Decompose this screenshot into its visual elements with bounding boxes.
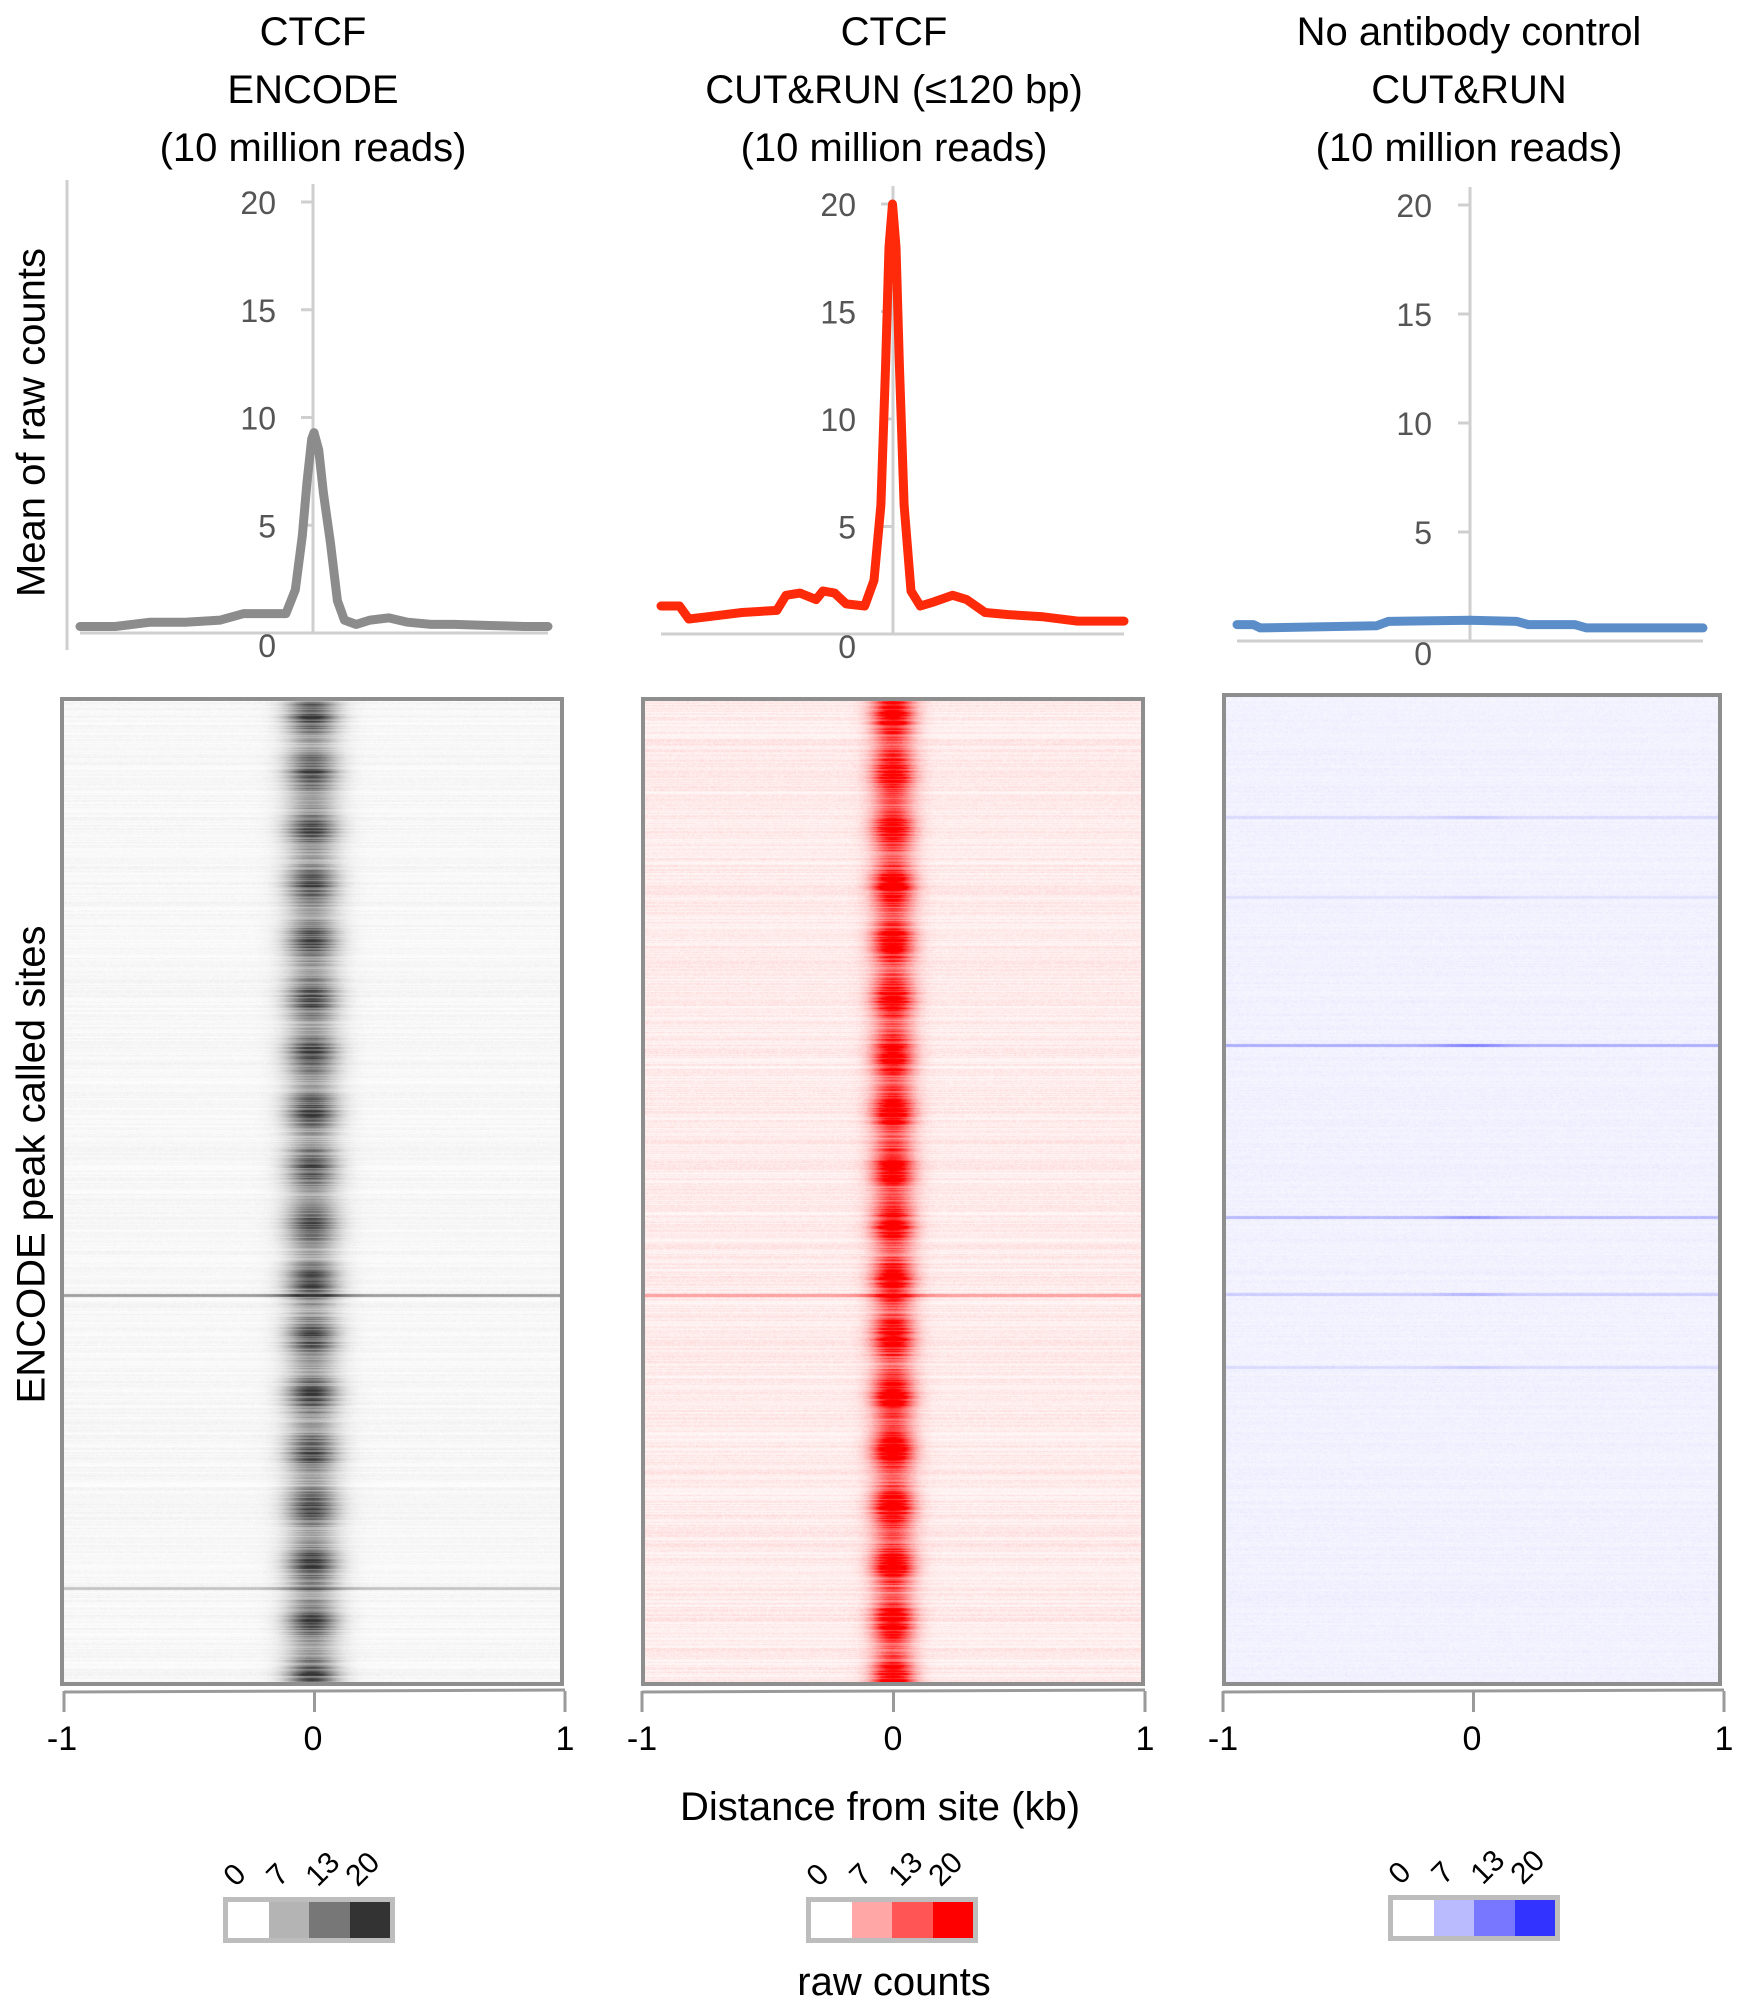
profile-line-encode: [75, 428, 553, 631]
y-tick-label: 10: [820, 402, 856, 438]
colorbar-swatch: [932, 1902, 973, 1938]
y-tick-label: 5: [1414, 515, 1432, 551]
title-line: ENCODE: [227, 68, 399, 112]
colorbar-tick-label: 7: [260, 1857, 296, 1893]
title-line: CUT&RUN (≤120 bp): [705, 68, 1083, 112]
colorbar-swatch: [811, 1902, 852, 1938]
heatmap-encode: [64, 701, 560, 1682]
colorbar-swatch: [228, 1902, 269, 1938]
title-line: CTCF: [259, 10, 367, 54]
title-line: (10 million reads): [159, 126, 467, 170]
colorbar-swatch: [1474, 1900, 1515, 1936]
colorbar-tick-label: 20: [1504, 1843, 1552, 1891]
profile-line-cutrun: [656, 199, 1129, 626]
y-tick-label: 5: [838, 510, 856, 546]
x-tick-label: 1: [1135, 1720, 1155, 1758]
x-tick-label: 0: [303, 1720, 323, 1758]
heatmap-cutrun: [645, 701, 1141, 1682]
colorbar-swatch: [268, 1902, 309, 1938]
colorbar-swatch: [309, 1902, 350, 1938]
y-tick-label: 15: [240, 293, 276, 329]
y-tick-label: 0: [258, 628, 276, 664]
panel-title-cutrun: CTCF CUT&RUN (≤120 bp) (10 million reads…: [614, 3, 1174, 177]
colorbar-tick-label: 20: [339, 1845, 387, 1893]
title-line: CUT&RUN: [1371, 68, 1567, 112]
y-tick-label: 5: [258, 508, 276, 544]
x-tick-label: 0: [883, 1720, 903, 1758]
y-tick-label: 20: [1396, 188, 1432, 224]
colorbar-noab: [1388, 1895, 1560, 1941]
panel-title-noab: No antibody control CUT&RUN (10 million …: [1189, 3, 1746, 177]
x-tick-label: -1: [626, 1720, 658, 1758]
colorbar-tick-label: 7: [1425, 1855, 1461, 1891]
y-tick-label: 20: [240, 185, 276, 221]
colorbar-swatch: [1393, 1900, 1434, 1936]
profile-line-noab: [1232, 615, 1708, 633]
heatmap-noab: [1226, 697, 1718, 1682]
y-tick-label: 15: [820, 295, 856, 331]
colorbar-swatch: [1514, 1900, 1555, 1936]
x-tick-label: 1: [1714, 1720, 1734, 1758]
title-line: No antibody control: [1296, 10, 1642, 54]
title-line: (10 million reads): [740, 126, 1048, 170]
y-tick-label: 0: [838, 629, 856, 665]
colorbar-tick-label: 0: [800, 1857, 836, 1893]
x-axis-title: Distance from site (kb): [679, 1785, 1081, 1829]
x-tick-label: 0: [1462, 1720, 1482, 1758]
colorbar-tick-label: 20: [922, 1845, 970, 1893]
profile-charts: 0 5 10 15 20 0 5 10 15 20 0 5 10 15 20: [65, 180, 1708, 672]
colorbar-tick-label: 7: [843, 1857, 879, 1893]
colorbar-tick-label: 0: [1382, 1855, 1418, 1891]
colorbar-tick-label: 0: [217, 1857, 253, 1893]
y-tick-label: 10: [1396, 406, 1432, 442]
title-line: (10 million reads): [1315, 126, 1623, 170]
colorbar-swatch: [349, 1902, 390, 1938]
colorbar-swatch: [851, 1902, 892, 1938]
y-tick-label: 20: [820, 187, 856, 223]
heatmap-y-axis-label: ENCODE peak called sites: [9, 925, 54, 1404]
x-tick-label: -1: [1207, 1720, 1239, 1758]
colorbar-cutrun: [806, 1897, 978, 1943]
x-tick-label: 1: [555, 1720, 575, 1758]
panel-title-encode: CTCF ENCODE (10 million reads): [33, 3, 593, 177]
colorbar-title: raw counts: [797, 1960, 991, 2004]
colorbar-swatch: [892, 1902, 933, 1938]
x-tick-label: -1: [46, 1720, 78, 1758]
y-tick-label: 0: [1414, 636, 1432, 672]
colorbar-swatch: [1433, 1900, 1474, 1936]
y-tick-label: 15: [1396, 297, 1432, 333]
colorbar-encode: [223, 1897, 395, 1943]
y-tick-label: 10: [240, 401, 276, 437]
title-line: CTCF: [840, 10, 948, 54]
x-axes: [62, 1688, 1726, 1712]
